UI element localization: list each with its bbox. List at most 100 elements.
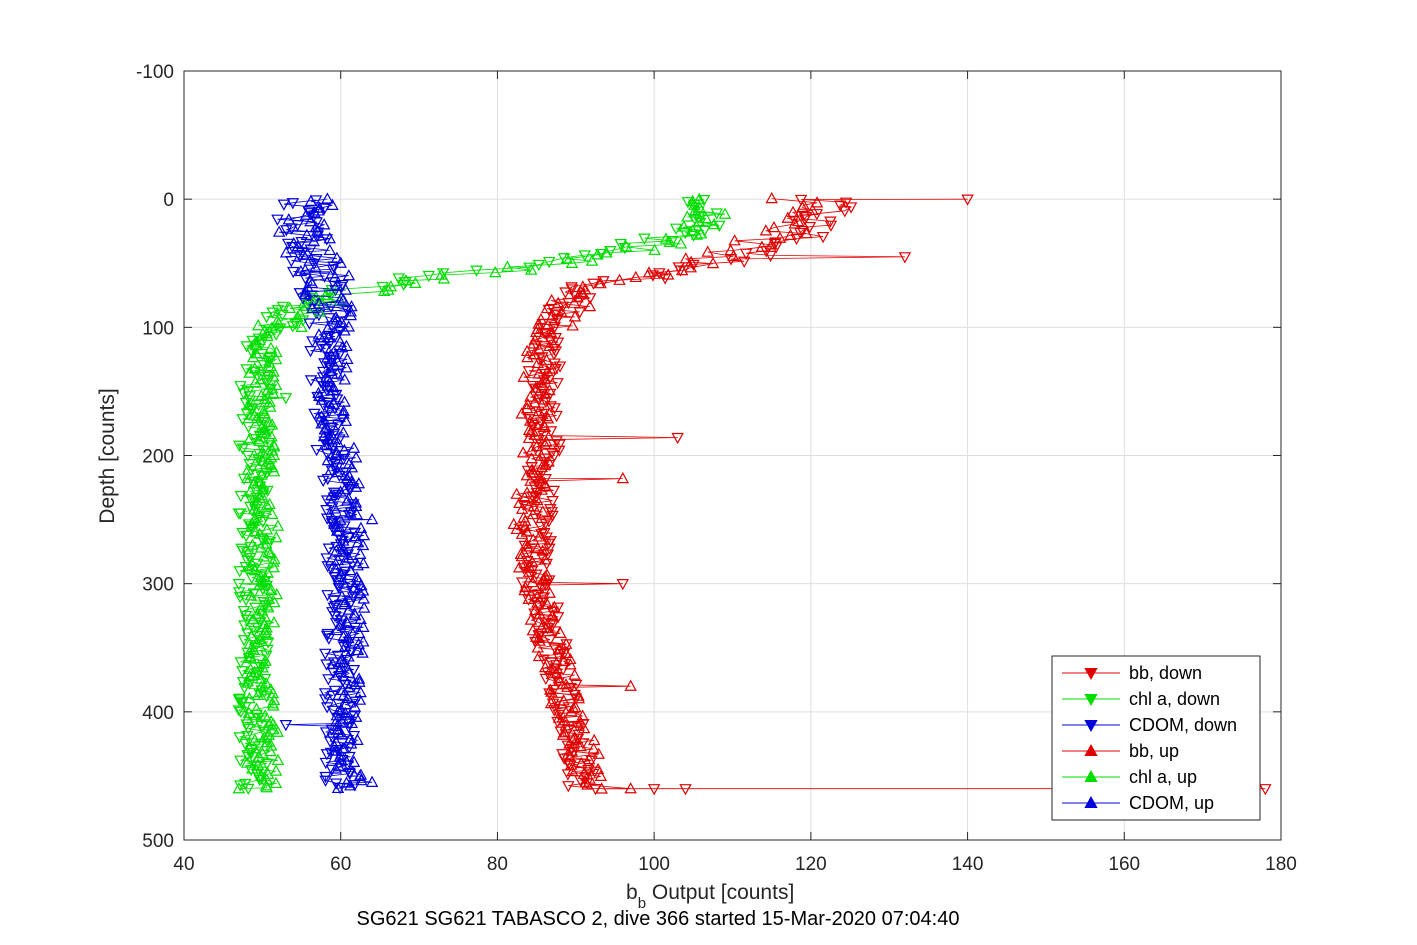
data-point	[557, 694, 570, 706]
data-point	[344, 506, 357, 518]
data-point	[510, 487, 523, 499]
data-point	[237, 635, 251, 647]
data-point	[616, 471, 630, 484]
data-point	[541, 364, 554, 377]
data-point	[321, 192, 334, 204]
data-point	[248, 361, 262, 374]
data-point	[331, 435, 344, 448]
data-point	[543, 339, 556, 352]
data-point	[326, 502, 339, 514]
data-point	[524, 390, 537, 402]
data-point	[264, 341, 278, 353]
data-point	[320, 659, 333, 671]
data-point	[297, 248, 310, 260]
data-point	[344, 731, 357, 744]
data-point	[330, 463, 344, 475]
data-point	[518, 514, 532, 526]
data-point	[331, 723, 345, 735]
data-point	[399, 274, 413, 286]
data-point	[573, 307, 586, 319]
data-point	[437, 272, 451, 284]
data-point	[436, 268, 450, 280]
data-point	[572, 692, 586, 704]
data-point	[563, 750, 576, 762]
data-point	[692, 214, 706, 227]
data-point	[523, 414, 537, 426]
data-point	[345, 475, 358, 487]
data-point	[564, 658, 577, 670]
data-point	[544, 657, 558, 669]
data-point	[592, 747, 605, 759]
data-point	[261, 767, 275, 779]
data-point	[249, 375, 262, 388]
data-point	[527, 348, 541, 360]
data-point	[339, 283, 352, 295]
data-point	[521, 397, 535, 410]
data-point	[613, 273, 626, 285]
data-point	[277, 199, 291, 211]
data-point	[546, 620, 559, 632]
data-point	[688, 204, 702, 216]
data-point	[256, 661, 269, 673]
data-point	[244, 553, 257, 565]
legend: bb, down chl a, down CDOM, down bb, up chl a…	[1051, 655, 1261, 821]
data-point	[699, 211, 713, 224]
data-point	[546, 496, 559, 508]
data-point	[544, 696, 558, 709]
data-point	[336, 683, 349, 695]
data-point	[253, 434, 266, 446]
data-point	[679, 252, 693, 264]
data-point	[269, 764, 283, 776]
data-point	[342, 666, 356, 678]
data-point	[557, 654, 571, 667]
data-point	[341, 494, 354, 506]
data-point	[671, 432, 684, 445]
data-point	[786, 205, 800, 217]
data-point	[232, 440, 246, 452]
data-point	[532, 404, 545, 417]
data-point	[241, 750, 254, 762]
data-point	[279, 393, 293, 405]
data-point	[330, 714, 343, 726]
data-point	[546, 698, 560, 710]
data-point	[536, 331, 549, 343]
data-point	[532, 615, 545, 627]
data-point	[357, 528, 371, 541]
data-point	[348, 677, 361, 690]
data-point	[524, 613, 538, 625]
data-point	[320, 421, 333, 433]
data-point	[521, 540, 534, 552]
data-point	[325, 563, 338, 576]
data-point	[308, 206, 321, 218]
data-point	[521, 350, 534, 363]
data-point	[239, 397, 253, 410]
data-point	[232, 508, 246, 520]
data-point	[724, 243, 737, 256]
data-point	[334, 485, 347, 497]
data-point	[267, 616, 281, 628]
data-point	[255, 426, 269, 438]
data-point	[304, 194, 318, 206]
x-tick-label: 80	[487, 854, 508, 875]
data-point	[1259, 784, 1272, 796]
data-point	[261, 644, 274, 657]
data-point	[545, 507, 558, 519]
data-point	[538, 387, 552, 399]
data-point	[315, 334, 329, 346]
data-point	[239, 530, 253, 543]
legend-label: CDOM, down	[1129, 715, 1237, 735]
data-point	[248, 502, 261, 514]
data-point	[539, 438, 552, 450]
data-point	[537, 408, 551, 421]
data-point	[844, 202, 858, 214]
data-point	[314, 341, 328, 353]
data-point	[351, 643, 365, 656]
data-point	[255, 680, 268, 692]
data-point	[348, 581, 362, 593]
data-point	[317, 218, 331, 230]
data-point	[532, 317, 545, 329]
data-point	[718, 207, 732, 219]
data-point	[251, 504, 264, 517]
data-point	[355, 773, 368, 786]
data-point	[515, 527, 529, 539]
